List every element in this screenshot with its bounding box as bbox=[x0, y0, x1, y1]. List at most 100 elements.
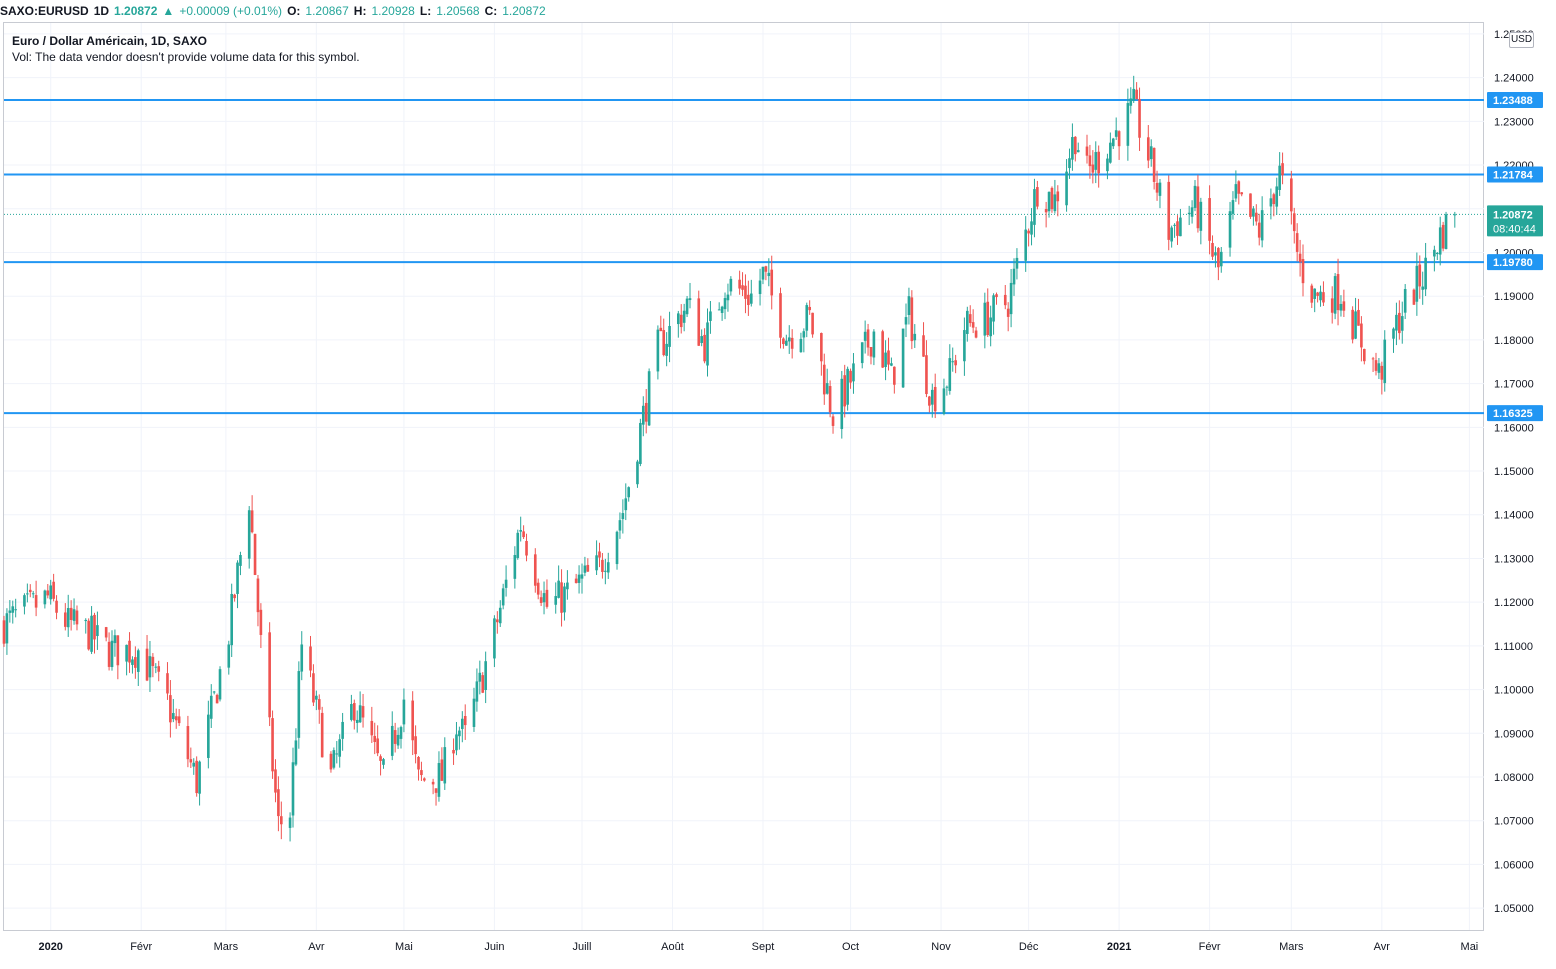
candle-body bbox=[268, 632, 271, 718]
candle-body bbox=[1254, 212, 1258, 222]
candle-body bbox=[1336, 274, 1340, 311]
candle-body bbox=[688, 298, 692, 301]
candle bbox=[963, 317, 966, 376]
candle bbox=[659, 315, 663, 332]
candle bbox=[639, 418, 642, 467]
candle-body bbox=[14, 609, 17, 611]
close-value: 1.20872 bbox=[502, 4, 546, 18]
candle bbox=[782, 337, 785, 349]
candle bbox=[983, 292, 987, 349]
candle bbox=[1363, 348, 1366, 365]
candle-body bbox=[49, 585, 53, 600]
candle-body bbox=[1400, 316, 1404, 331]
x-tick-label: Mars bbox=[1279, 941, 1304, 953]
candle bbox=[525, 533, 528, 562]
candle bbox=[434, 788, 438, 806]
candle bbox=[761, 266, 765, 285]
candle bbox=[685, 295, 689, 318]
candle bbox=[309, 635, 312, 678]
symbol-name[interactable]: SAXO:EURUSD bbox=[0, 4, 89, 18]
candle-body bbox=[1418, 264, 1422, 287]
candle-body bbox=[1006, 308, 1010, 317]
candle bbox=[1106, 153, 1109, 180]
candle-body bbox=[396, 734, 400, 746]
candle-body bbox=[1109, 142, 1112, 163]
candle-body bbox=[116, 635, 120, 666]
candle bbox=[496, 611, 499, 634]
last-price-label: 1.20872 08:40:44 bbox=[1487, 205, 1543, 237]
candle bbox=[1152, 147, 1156, 190]
candle bbox=[968, 305, 972, 327]
candle-body bbox=[863, 331, 867, 341]
candle-body bbox=[1199, 201, 1203, 231]
candle-body bbox=[1281, 163, 1284, 176]
candle-body bbox=[659, 327, 663, 332]
candle-body bbox=[820, 333, 823, 362]
candle bbox=[863, 320, 867, 354]
candle bbox=[621, 499, 625, 534]
candle-body bbox=[606, 562, 610, 573]
candle-body bbox=[536, 582, 540, 595]
candle-body bbox=[1129, 98, 1133, 106]
candle-body bbox=[309, 646, 312, 671]
candle-body bbox=[90, 615, 93, 652]
candle-body bbox=[236, 562, 239, 594]
candle bbox=[63, 603, 67, 631]
interval-label[interactable]: 1D bbox=[93, 4, 110, 18]
candle bbox=[268, 622, 271, 727]
candle bbox=[1208, 185, 1211, 255]
candle bbox=[1371, 356, 1375, 372]
candle-body bbox=[1433, 249, 1436, 257]
candle bbox=[1313, 288, 1317, 313]
candle-body bbox=[288, 817, 292, 828]
candle bbox=[1109, 132, 1112, 164]
candle-body bbox=[852, 363, 855, 382]
candle bbox=[779, 287, 782, 349]
level-price-label: 1.23488 bbox=[1487, 92, 1543, 109]
candle-body bbox=[1363, 348, 1366, 362]
x-tick-label: Févr bbox=[130, 941, 152, 953]
candle-body bbox=[1033, 189, 1036, 225]
legend-title[interactable]: Euro / Dollar Américain, 1D, SAXO bbox=[12, 34, 207, 48]
candle bbox=[420, 761, 423, 781]
candle-body bbox=[1237, 181, 1241, 194]
candle-body bbox=[843, 375, 847, 407]
candle bbox=[1380, 361, 1384, 395]
candle-body bbox=[104, 627, 108, 638]
candle-body bbox=[1444, 214, 1448, 250]
candle bbox=[744, 274, 747, 314]
candle-body bbox=[1275, 186, 1279, 207]
x-tick-label: Déc bbox=[1019, 941, 1039, 953]
candle-body bbox=[171, 713, 175, 720]
candle-body bbox=[393, 730, 397, 744]
currency-button[interactable]: USD bbox=[1509, 32, 1534, 48]
candle-body bbox=[125, 644, 128, 662]
candle-body bbox=[341, 721, 344, 739]
candle bbox=[288, 812, 292, 842]
candle-body bbox=[256, 578, 260, 613]
candle bbox=[636, 459, 639, 488]
chart-pane[interactable] bbox=[3, 22, 1484, 931]
candle bbox=[1085, 134, 1089, 164]
candle-body bbox=[379, 756, 382, 761]
candle bbox=[332, 747, 336, 770]
candle-body bbox=[312, 673, 315, 703]
candle-body bbox=[1196, 186, 1200, 229]
candle bbox=[974, 326, 978, 339]
candle-body bbox=[329, 753, 333, 770]
candle bbox=[84, 618, 88, 634]
candle-body bbox=[1208, 198, 1211, 241]
candle-body bbox=[785, 340, 788, 346]
candle-body bbox=[928, 396, 931, 406]
candle-body bbox=[677, 313, 680, 325]
candle bbox=[758, 268, 762, 306]
candle-body bbox=[294, 740, 298, 765]
candle bbox=[951, 347, 955, 372]
candle bbox=[69, 600, 73, 631]
candle bbox=[396, 727, 400, 749]
candle bbox=[1027, 228, 1030, 247]
candle bbox=[239, 551, 242, 576]
candle bbox=[1003, 285, 1007, 310]
candle-body bbox=[233, 594, 236, 599]
